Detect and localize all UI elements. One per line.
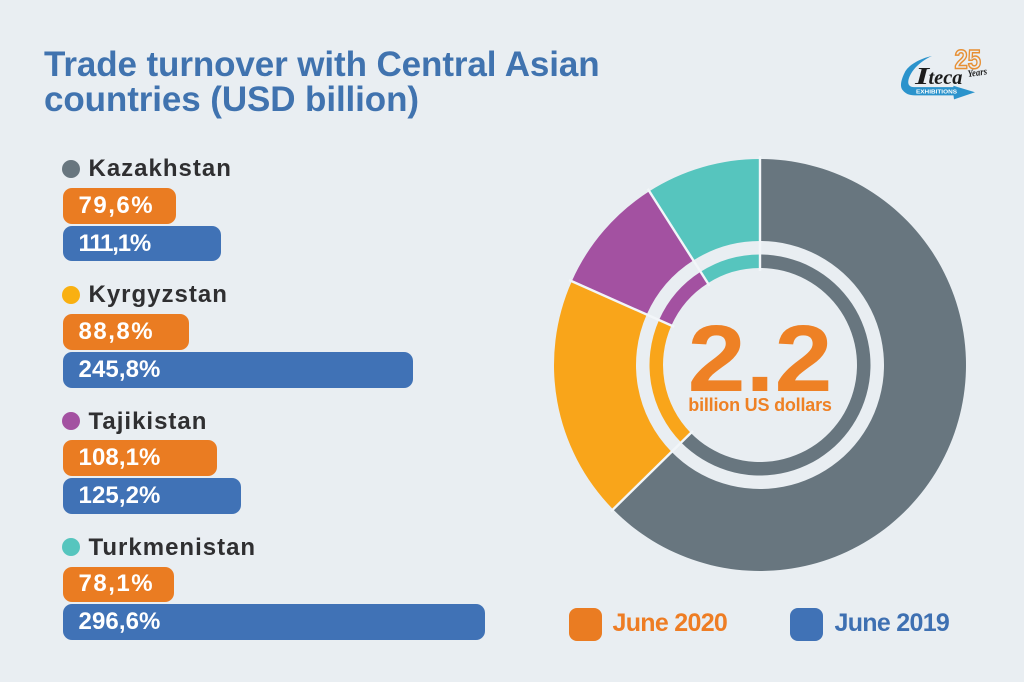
svg-text:I: I [914, 64, 932, 90]
svg-text:Years: Years [967, 66, 988, 80]
svg-text:teca: teca [929, 67, 963, 89]
svg-text:25: 25 [955, 45, 982, 75]
svg-text:EXHIBITIONS: EXHIBITIONS [916, 90, 958, 96]
